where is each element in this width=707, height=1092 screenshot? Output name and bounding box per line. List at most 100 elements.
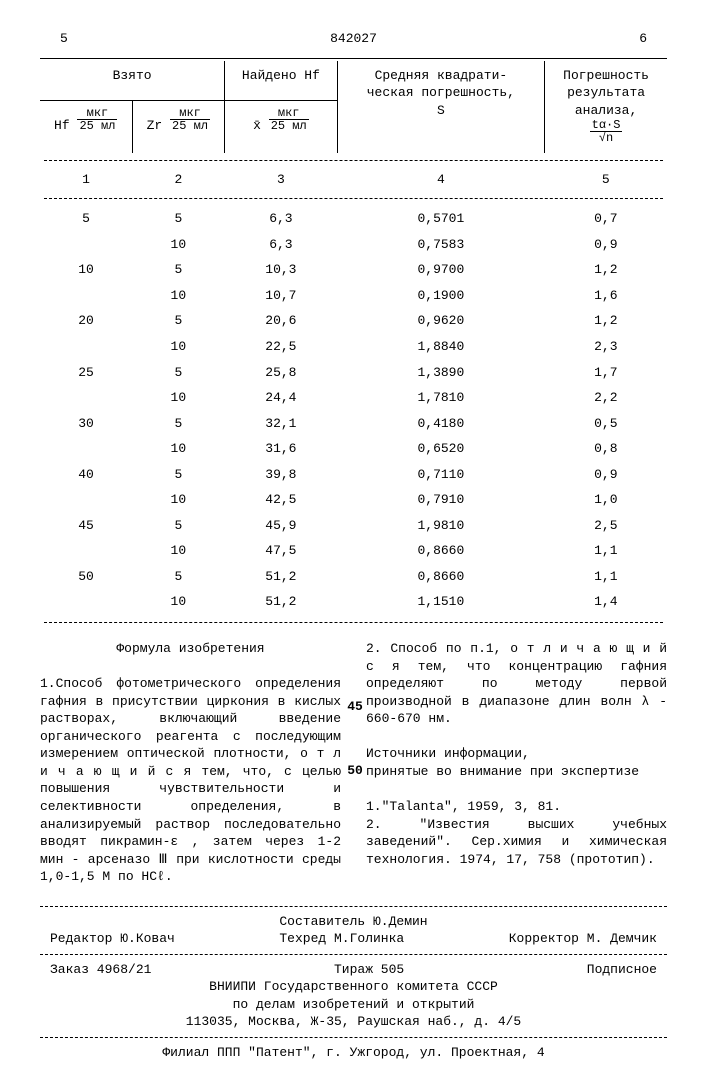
ref-1: 1."Talanta", 1959, 3, 81. (366, 798, 667, 816)
footer-block: Составитель Ю.Демин Редактор Ю.Ковач Тех… (40, 906, 667, 1062)
table-cell: 10 (132, 283, 225, 309)
table-cell: 25,8 (225, 360, 337, 386)
sign: Подписное (587, 961, 657, 979)
table-cell: 0,7583 (337, 232, 545, 258)
corrector: Корректор М. Демчик (509, 930, 657, 948)
addr1: 113035, Москва, Ж-35, Раушская наб., д. … (40, 1013, 667, 1031)
claim-2: 2. Способ по п.1, о т л и ч а ю щ и й с … (366, 640, 667, 728)
table-cell: 1,4 (545, 589, 667, 615)
table-cell: 5 (40, 206, 132, 232)
table-cell: 30 (40, 411, 132, 437)
colnum: 2 (132, 168, 225, 192)
editor: Редактор Ю.Ковач (50, 930, 175, 948)
table-cell: 2,3 (545, 334, 667, 360)
data-table: Взято Найдено Hf Средняя квадрати- ческа… (40, 61, 667, 630)
table-cell: 10 (132, 538, 225, 564)
table-cell: 31,6 (225, 436, 337, 462)
table-cell (40, 232, 132, 258)
table-cell: 1,6 (545, 283, 667, 309)
table-cell: 1,7810 (337, 385, 545, 411)
table-cell: 20 (40, 308, 132, 334)
table-cell (40, 334, 132, 360)
composer: Составитель Ю.Демин (40, 913, 667, 931)
table-cell: 1,1 (545, 564, 667, 590)
table-cell: 1,0 (545, 487, 667, 513)
table-cell: 0,9 (545, 462, 667, 488)
claim-1: 1.Способ фотометрического определения га… (40, 675, 341, 886)
table-cell: 40 (40, 462, 132, 488)
table-cell: 10 (132, 334, 225, 360)
table-cell: 20,6 (225, 308, 337, 334)
col-zr: Zr мкг25 мл (132, 100, 225, 153)
col-error: Погрешность результата анализа, tα·S√n (545, 61, 667, 153)
col-xbar: x̄ мкг25 мл (225, 100, 337, 153)
table-cell: 32,1 (225, 411, 337, 437)
table-cell: 10 (40, 257, 132, 283)
table-cell (40, 385, 132, 411)
table-cell: 0,9620 (337, 308, 545, 334)
order-no: Заказ 4968/21 (50, 961, 151, 979)
table-cell: 50 (40, 564, 132, 590)
table-cell: 10 (132, 232, 225, 258)
line-mark-50: 50 (347, 762, 363, 780)
table-cell (40, 538, 132, 564)
table-cell: 0,9700 (337, 257, 545, 283)
table-cell: 0,6520 (337, 436, 545, 462)
table-cell: 5 (132, 308, 225, 334)
table-cell: 10,3 (225, 257, 337, 283)
table-cell: 1,2 (545, 308, 667, 334)
table-cell: 1,3890 (337, 360, 545, 386)
techred: Техред М.Голинка (279, 930, 404, 948)
table-cell: 47,5 (225, 538, 337, 564)
table-cell: 0,7110 (337, 462, 545, 488)
table-cell: 24,4 (225, 385, 337, 411)
table-cell: 22,5 (225, 334, 337, 360)
page-left: 5 (60, 30, 68, 48)
table-cell: 5 (132, 462, 225, 488)
table-cell: 1,1 (545, 538, 667, 564)
sources-title: Источники информации, принятые во вниман… (366, 745, 667, 780)
colnum: 5 (545, 168, 667, 192)
table-cell: 5 (132, 564, 225, 590)
org-line1: ВНИИПИ Государственного комитета СССР (40, 978, 667, 996)
table-cell (40, 283, 132, 309)
col-found: Найдено Hf (225, 61, 337, 101)
table-cell: 0,9 (545, 232, 667, 258)
table-cell: 5 (132, 513, 225, 539)
table-cell: 0,5701 (337, 206, 545, 232)
table-cell: 51,2 (225, 589, 337, 615)
table-cell: 1,2 (545, 257, 667, 283)
table-cell: 45 (40, 513, 132, 539)
table-cell: 1,9810 (337, 513, 545, 539)
table-cell: 0,8 (545, 436, 667, 462)
table-cell: 10 (132, 385, 225, 411)
table-cell: 51,2 (225, 564, 337, 590)
table-cell: 6,3 (225, 232, 337, 258)
right-column: 2. Способ по п.1, о т л и ч а ю щ и й с … (366, 640, 667, 886)
table-cell: 25 (40, 360, 132, 386)
table-cell: 1,1510 (337, 589, 545, 615)
col-vzato: Взято (40, 61, 225, 101)
line-mark-45: 45 (347, 698, 363, 716)
table-cell: 5 (132, 411, 225, 437)
table-cell (40, 589, 132, 615)
table-cell: 39,8 (225, 462, 337, 488)
table-cell: 1,8840 (337, 334, 545, 360)
table-cell: 5 (132, 360, 225, 386)
formula-title: Формула изобретения (40, 640, 341, 658)
addr2: Филиал ППП "Патент", г. Ужгород, ул. Про… (40, 1044, 667, 1062)
table-cell: 0,8660 (337, 564, 545, 590)
col-hf: Hf мкг25 мл (40, 100, 132, 153)
org-line2: по делам изобретений и открытий (40, 996, 667, 1014)
table-cell: 0,7 (545, 206, 667, 232)
table-cell: 1,7 (545, 360, 667, 386)
table-cell: 0,5 (545, 411, 667, 437)
colnum: 4 (337, 168, 545, 192)
table-cell: 45,9 (225, 513, 337, 539)
ref-2: 2. "Известия высших учебных заведений". … (366, 816, 667, 869)
table-cell: 10 (132, 589, 225, 615)
table-cell: 0,7910 (337, 487, 545, 513)
table-cell: 0,4180 (337, 411, 545, 437)
table-cell: 2,5 (545, 513, 667, 539)
table-cell: 10,7 (225, 283, 337, 309)
